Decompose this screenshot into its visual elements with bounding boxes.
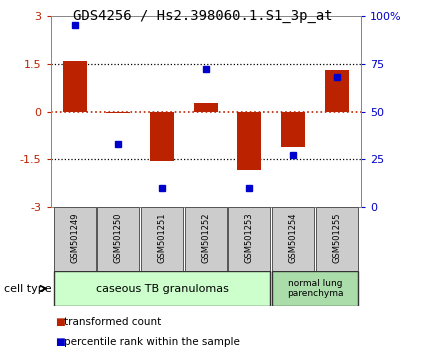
Bar bbox=[325, 70, 349, 112]
Text: normal lung
parenchyma: normal lung parenchyma bbox=[287, 279, 343, 298]
Text: ■: ■ bbox=[55, 317, 65, 327]
FancyBboxPatch shape bbox=[97, 207, 139, 271]
Text: GDS4256 / Hs2.398060.1.S1_3p_at: GDS4256 / Hs2.398060.1.S1_3p_at bbox=[73, 9, 332, 23]
Text: percentile rank within the sample: percentile rank within the sample bbox=[64, 337, 240, 347]
Text: GSM501250: GSM501250 bbox=[114, 212, 123, 263]
FancyBboxPatch shape bbox=[228, 207, 270, 271]
Text: GSM501249: GSM501249 bbox=[70, 212, 79, 263]
Text: caseous TB granulomas: caseous TB granulomas bbox=[95, 284, 228, 293]
Text: transformed count: transformed count bbox=[64, 317, 161, 327]
Text: cell type: cell type bbox=[4, 284, 52, 293]
FancyBboxPatch shape bbox=[185, 207, 227, 271]
FancyBboxPatch shape bbox=[316, 207, 358, 271]
Text: ■: ■ bbox=[55, 337, 65, 347]
Bar bbox=[106, 112, 130, 113]
FancyBboxPatch shape bbox=[272, 271, 358, 306]
Bar bbox=[194, 103, 218, 112]
FancyBboxPatch shape bbox=[54, 271, 270, 306]
Bar bbox=[281, 112, 305, 147]
Bar bbox=[62, 61, 87, 112]
FancyBboxPatch shape bbox=[272, 207, 314, 271]
Bar bbox=[237, 112, 261, 171]
Text: GSM501255: GSM501255 bbox=[332, 212, 341, 263]
FancyBboxPatch shape bbox=[54, 207, 95, 271]
Text: GSM501251: GSM501251 bbox=[158, 212, 166, 263]
Text: GSM501254: GSM501254 bbox=[289, 212, 297, 263]
Text: GSM501252: GSM501252 bbox=[201, 212, 210, 263]
FancyBboxPatch shape bbox=[141, 207, 183, 271]
Bar bbox=[150, 112, 174, 161]
Text: GSM501253: GSM501253 bbox=[245, 212, 254, 263]
